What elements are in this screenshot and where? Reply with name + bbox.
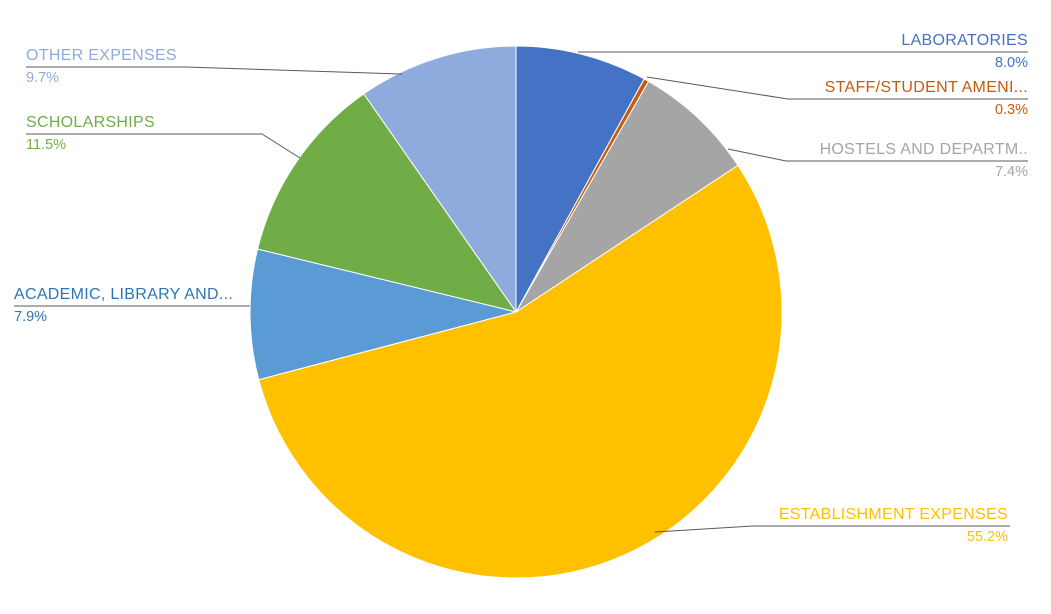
slice-label: STAFF/STUDENT AMENI...	[824, 79, 1028, 96]
slice-percent: 7.9%	[14, 309, 48, 325]
slice-percent: 0.3%	[994, 102, 1028, 118]
pie-slice-4	[249, 248, 517, 381]
leader-line-scholarships	[26, 133, 301, 159]
label-hostels-departments: HOSTELS AND DEPARTM.. 7.4%	[820, 140, 1028, 182]
slice-percent: 11.5%	[26, 137, 67, 153]
leader-line-other-expenses	[26, 66, 403, 75]
slice-label: SCHOLARSHIPS	[26, 114, 155, 131]
pie-slice-0	[515, 45, 645, 313]
label-establishment-expenses: ESTABLISHMENT EXPENSES 55.2%	[779, 505, 1008, 547]
label-academic-library: ACADEMIC, LIBRARY AND... 7.9%	[14, 285, 233, 327]
leader-line-hostels-departments	[727, 148, 1028, 162]
slice-label: ESTABLISHMENT EXPENSES	[778, 506, 1008, 523]
pie-slice-5	[256, 93, 518, 313]
slice-label: LABORATORIES	[901, 32, 1028, 49]
slice-percent: 55.2%	[966, 529, 1008, 545]
pie-slice-6	[363, 45, 517, 314]
slice-label: ACADEMIC, LIBRARY AND...	[14, 286, 234, 303]
label-scholarships: SCHOLARSHIPS 11.5%	[26, 113, 155, 155]
slice-label: OTHER EXPENSES	[26, 47, 177, 64]
label-laboratories: LABORATORIES 8.0%	[901, 31, 1028, 73]
slice-percent: 7.4%	[994, 164, 1028, 180]
label-staff-student-amenities: STAFF/STUDENT AMENI... 0.3%	[825, 78, 1028, 120]
leader-line-staff-student-amenities	[646, 76, 1028, 100]
slice-label: HOSTELS AND DEPARTM..	[819, 141, 1028, 158]
pie-slice-2	[515, 80, 739, 313]
leader-line-establishment-expenses	[654, 525, 1010, 533]
slice-percent: 9.7%	[26, 70, 60, 86]
pie-slice-3	[258, 164, 783, 579]
label-other-expenses: OTHER EXPENSES 9.7%	[26, 46, 177, 88]
slice-percent: 8.0%	[994, 55, 1028, 71]
